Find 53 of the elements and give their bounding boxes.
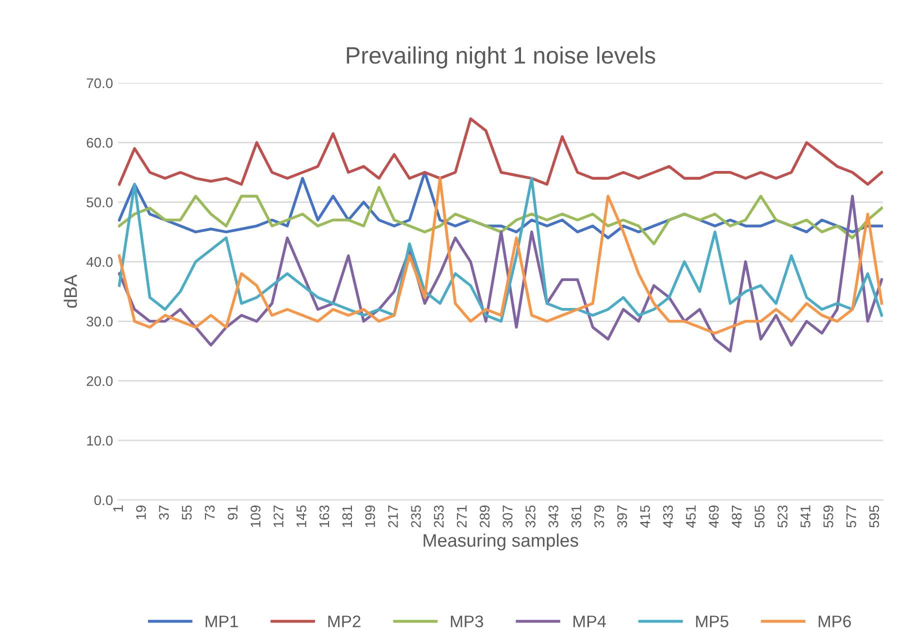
x-tick-label: 541 (800, 506, 810, 528)
legend-label: MP3 (450, 616, 484, 628)
x-tick-label: 469 (708, 506, 719, 528)
y-axis-title: dBA (64, 274, 77, 308)
y-tick-label: 60.0 (86, 138, 113, 148)
x-tick-label: 505 (754, 505, 765, 528)
x-tick-label: 199 (365, 506, 376, 527)
x-tick-label: 595 (869, 505, 880, 528)
x-tick-label: 109 (250, 506, 260, 527)
x-tick-label: 559 (823, 506, 834, 528)
legend-label: MP1 (206, 616, 238, 628)
y-tick-label: 30.0 (86, 316, 113, 326)
x-tick-label: 487 (732, 506, 742, 528)
y-tick-label: 50.0 (86, 197, 113, 208)
x-tick-label: 163 (319, 505, 330, 527)
x-tick-label: 37 (158, 506, 169, 520)
x-tick-label: 397 (617, 506, 628, 528)
legend-label: MP2 (328, 616, 360, 628)
legend-label: MP5 (696, 616, 728, 628)
x-tick-label: 343 (548, 505, 558, 528)
x-tick-label: 217 (388, 506, 398, 528)
x-tick-label: 145 (296, 505, 306, 527)
y-tick-label: 20.0 (86, 376, 113, 386)
y-tick-label: 10.0 (87, 436, 113, 446)
x-tick-label: 271 (456, 506, 467, 528)
x-tick-label: 289 (480, 506, 490, 528)
x-tick-label: 181 (342, 506, 352, 527)
x-tick-label: 55 (182, 505, 192, 520)
x-tick-label: 433 (663, 505, 673, 528)
x-tick-label: 91 (228, 506, 238, 520)
x-tick-label: 127 (274, 506, 284, 527)
x-tick-label: 577 (846, 506, 856, 528)
y-tick-label: 0.0 (94, 495, 113, 506)
x-tick-label: 523 (778, 505, 788, 528)
legend-label: MP6 (818, 616, 851, 628)
x-tick-label: 253 (434, 505, 444, 528)
y-tick-label: 40.0 (86, 257, 113, 267)
x-tick-label: 73 (204, 505, 215, 520)
x-tick-label: 379 (594, 506, 604, 528)
x-tick-label: 235 (411, 505, 421, 528)
x-tick-label: 1 (113, 506, 123, 512)
x-tick-label: 361 (571, 506, 582, 528)
x-tick-label: 19 (136, 506, 146, 520)
chart-title: Prevailing night 1 noise levels (346, 46, 656, 68)
x-tick-label: 325 (526, 505, 536, 528)
line-series (118, 117, 883, 186)
x-tick-label: 307 (502, 506, 512, 528)
x-axis-title: Measuring samples (424, 534, 578, 550)
x-tick-label: 451 (686, 506, 696, 528)
legend-label: MP4 (574, 616, 606, 628)
y-tick-label: 70.0 (86, 78, 113, 88)
x-tick-label: 415 (640, 505, 650, 528)
line-series (118, 186, 883, 246)
